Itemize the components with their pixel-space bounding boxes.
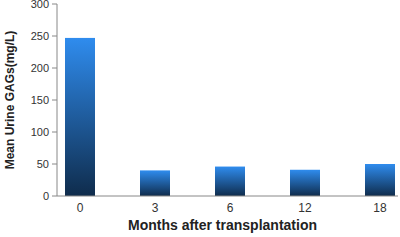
y-tick-label: 150	[31, 94, 49, 106]
y-tick-label: 250	[31, 30, 49, 42]
y-tick	[52, 132, 57, 133]
x-axis-title: Months after transplantation	[128, 217, 317, 233]
x-tick-label: 0	[77, 201, 84, 215]
y-tick-label: 300	[31, 0, 49, 10]
bar	[215, 167, 245, 196]
y-tick	[52, 4, 57, 5]
y-tick-label: 100	[31, 126, 49, 138]
bar	[290, 170, 320, 196]
x-tick-label: 3	[152, 201, 159, 215]
x-tick-label: 12	[298, 201, 312, 215]
y-tick	[52, 100, 57, 101]
y-tick-label: 200	[31, 62, 49, 74]
y-tick	[52, 196, 57, 197]
bar	[65, 38, 95, 196]
y-tick	[52, 68, 57, 69]
bars	[65, 38, 395, 196]
bar	[140, 170, 170, 196]
x-axis-line	[57, 196, 398, 197]
x-tick-label: 6	[227, 201, 234, 215]
x-tick-label: 18	[373, 201, 387, 215]
y-tick	[52, 164, 57, 165]
bar	[365, 164, 395, 196]
y-tick-label: 0	[43, 190, 49, 202]
y-tick-label: 50	[37, 158, 49, 170]
y-tick	[52, 36, 57, 37]
y-axis-title: Mean Urine GAGs(mg/L)	[3, 31, 17, 170]
chart: 0 50 100 150 200 250 300 0 3 6 12 18 Months after tr…	[0, 0, 400, 237]
